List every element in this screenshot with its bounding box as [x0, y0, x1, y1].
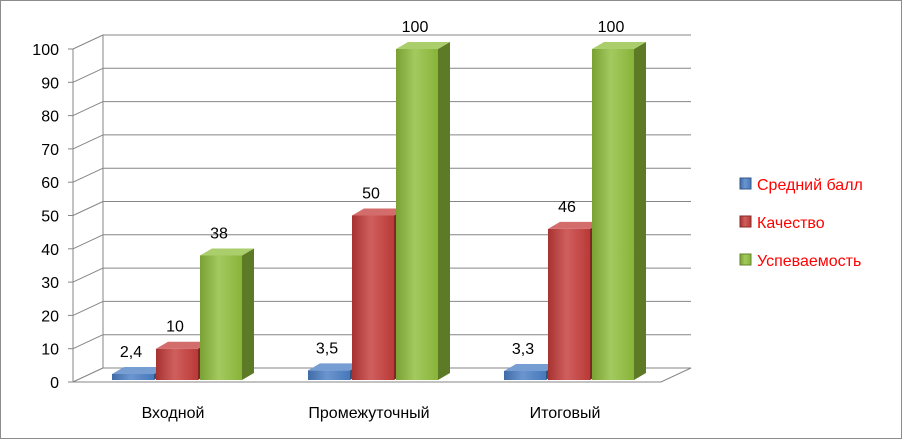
legend-label: Средний балл [757, 177, 863, 194]
legend-label: Качество [757, 215, 825, 232]
legend-swatch [739, 215, 752, 228]
x-tick-label: Промежуточный [308, 405, 429, 422]
x-axis: Входной Промежуточный Итоговый [142, 405, 601, 422]
data-label: 2,4 [120, 344, 142, 361]
side-wall-gridline [72, 67, 104, 83]
side-wall-gridline [72, 167, 104, 183]
side-wall-gridline [72, 300, 104, 316]
bar[interactable] [396, 42, 450, 380]
data-label: 100 [402, 19, 429, 36]
y-tick-label: 50 [41, 209, 59, 226]
data-label: 3,3 [512, 341, 534, 358]
legend-label: Успеваемость [757, 253, 861, 270]
side-wall-gridline [72, 101, 104, 117]
legend[interactable]: Средний балл Качество Успеваемость [739, 177, 863, 270]
y-tick-label: 60 [41, 175, 59, 192]
x-tick-label: Итоговый [530, 405, 601, 422]
data-label: 3,5 [316, 340, 338, 357]
y-tick-label: 30 [41, 275, 59, 292]
bars [112, 42, 646, 380]
y-tick-label: 100 [32, 42, 59, 59]
data-label: 50 [362, 186, 380, 203]
legend-item[interactable]: Качество [739, 215, 825, 232]
side-wall-gridline [72, 267, 104, 283]
data-label: 10 [166, 319, 184, 336]
bar[interactable] [200, 248, 254, 380]
legend-item[interactable]: Средний балл [739, 177, 863, 194]
data-labels: 2,4 10 38 3,5 50 100 3,3 46 100 [120, 19, 625, 361]
legend-item[interactable]: Успеваемость [739, 253, 861, 270]
side-wall-gridline [72, 134, 104, 150]
y-tick-label: 40 [41, 242, 59, 259]
y-tick-label: 80 [41, 109, 59, 126]
x-tick-label: Входной [142, 405, 205, 422]
legend-swatch [739, 253, 752, 266]
side-wall-gridline [72, 334, 104, 350]
y-tick-label: 10 [41, 342, 59, 359]
legend-swatch [739, 177, 752, 190]
side-wall-gridline [72, 34, 104, 50]
side-wall-gridline [72, 234, 104, 250]
side-wall-gridline [72, 201, 104, 216]
data-label: 38 [210, 225, 228, 242]
y-tick-label: 90 [41, 75, 59, 92]
data-label: 46 [558, 199, 576, 216]
y-tick-label: 20 [41, 308, 59, 325]
y-tick-label: 0 [50, 375, 59, 392]
y-axis: 0 10 20 30 40 50 60 70 80 90 100 [32, 42, 74, 392]
y-tick-label: 70 [41, 142, 59, 159]
bar[interactable] [592, 42, 646, 380]
data-label: 100 [598, 19, 625, 36]
